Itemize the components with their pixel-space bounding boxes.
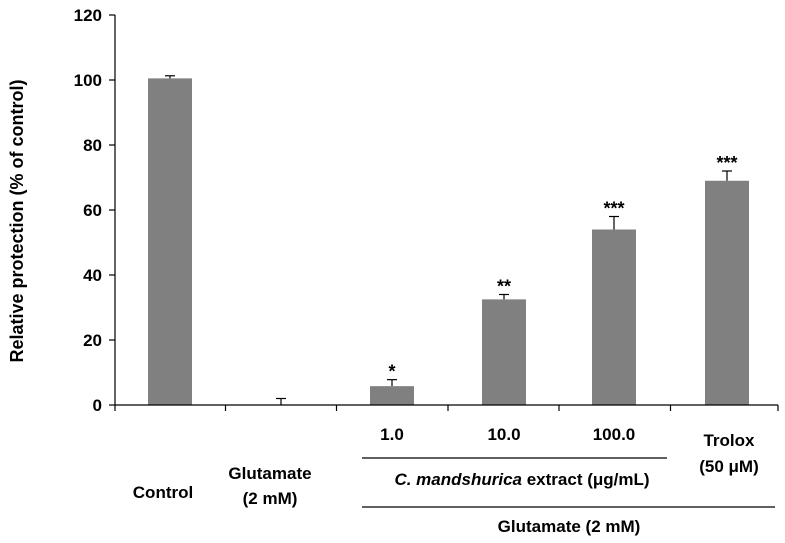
x-tick-label-extract-10: 10.0 [487, 425, 520, 444]
x-tick-label-glutamate-line1: Glutamate [228, 464, 311, 483]
significance-marker: *** [716, 153, 737, 173]
y-tick-label: 40 [83, 266, 102, 285]
bar [592, 229, 636, 405]
significance-marker: ** [497, 277, 511, 297]
y-tick-label: 20 [83, 331, 102, 350]
y-tick-label: 80 [83, 136, 102, 155]
extract-unit-label: extract (μg/mL) [522, 470, 650, 489]
y-tick-label: 0 [93, 396, 102, 415]
bars: ********* [148, 75, 749, 405]
y-tick-label: 100 [74, 71, 102, 90]
x-tick-label-glutamate-line2: (2 mM) [243, 489, 298, 508]
x-tick-label-trolox-line2: (50 μM) [699, 457, 759, 476]
bar [705, 180, 749, 405]
y-axis [109, 14, 116, 406]
y-tick-label: 120 [74, 6, 102, 25]
x-tick-label-extract-1: 1.0 [380, 425, 404, 444]
bar [370, 386, 414, 405]
significance-marker: * [388, 362, 395, 382]
bar [482, 299, 526, 405]
y-tick-label: 60 [83, 201, 102, 220]
x-tick-label-trolox-line1: Trolox [703, 431, 755, 450]
x-tick-label-extract-100: 100.0 [593, 425, 636, 444]
extract-group-label: C. mandshurica extract (μg/mL) [394, 470, 649, 489]
bar [148, 78, 192, 405]
treatment-group-label: Glutamate (2 mM) [498, 517, 641, 536]
y-tick-labels: 0 20 40 60 80 100 120 [74, 6, 102, 415]
extract-species-label: C. mandshurica [394, 470, 522, 489]
x-axis [114, 404, 779, 411]
x-tick-label-control: Control [133, 483, 193, 502]
y-axis-label: Relative protection (% of control) [7, 79, 27, 362]
significance-marker: *** [603, 199, 624, 219]
